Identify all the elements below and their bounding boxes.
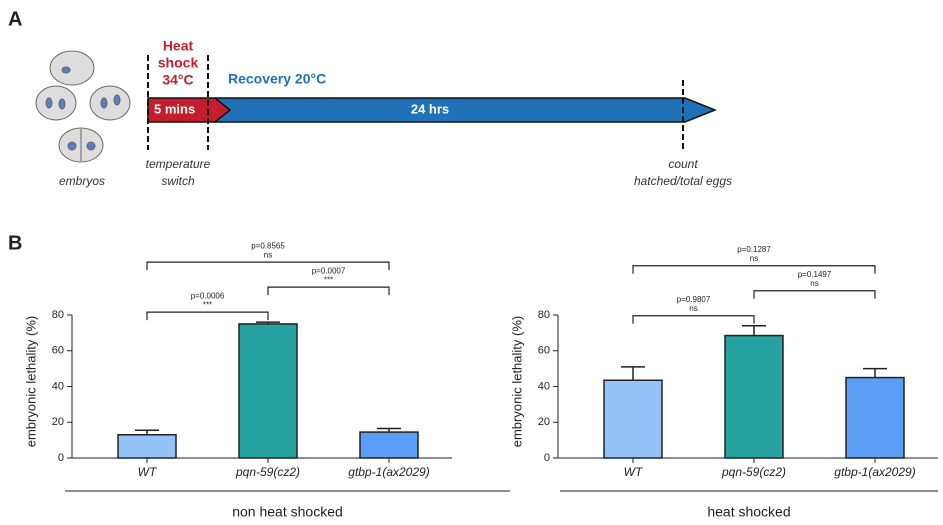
recovery-text: Recovery 20°C <box>228 71 326 87</box>
significance-bracket <box>632 315 755 324</box>
y-axis-label: embryonic lethality (%) <box>23 316 38 448</box>
p-value: p=0.1497 <box>798 270 832 279</box>
recovery-arrow <box>214 97 718 123</box>
y-tick-label: 20 <box>538 416 550 428</box>
error-bar <box>742 324 766 336</box>
significance: *** <box>203 300 212 309</box>
y-tick-label: 40 <box>538 380 550 392</box>
embryos-text: embryos <box>59 174 105 188</box>
heat-text: shock <box>158 55 199 71</box>
significance: ns <box>810 279 818 288</box>
x-tick-label: WT <box>624 465 644 479</box>
bar <box>238 323 298 459</box>
x-tick-label: pqn-59(cz2) <box>721 465 786 479</box>
recovery-duration: 24 hrs <box>411 101 449 116</box>
count-text: count <box>668 157 698 171</box>
panel-label: B <box>8 232 22 254</box>
y-tick-label: 80 <box>52 309 64 321</box>
error-bar <box>135 429 159 435</box>
y-tick-label: 0 <box>58 452 64 464</box>
heat-duration: 5 mins <box>154 101 195 116</box>
y-tick-label: 60 <box>52 345 64 357</box>
embryo-icons <box>35 50 131 163</box>
time-markers <box>147 55 684 150</box>
significance: ns <box>264 250 272 259</box>
y-axis-label: embryonic lethality (%) <box>509 316 524 448</box>
significance-bracket <box>632 265 876 274</box>
bar <box>724 334 784 459</box>
bar <box>359 431 419 459</box>
bar <box>845 376 905 459</box>
p-value: p=0.9807 <box>677 295 711 304</box>
switch-text: temperature <box>146 157 211 171</box>
p-value: p=0.1287 <box>737 245 771 254</box>
heat-text: Heat <box>163 38 194 54</box>
x-axis-label: non heat shocked <box>232 504 343 520</box>
x-tick-label: WT <box>138 465 158 479</box>
panel-label: A <box>8 8 22 30</box>
error-bar <box>377 427 401 433</box>
y-tick-label: 80 <box>538 309 550 321</box>
switch-text: switch <box>161 174 195 188</box>
significance: ns <box>689 304 697 313</box>
x-axis-label: heat shocked <box>707 504 790 520</box>
significance-bracket <box>753 290 876 299</box>
error-bar <box>256 321 280 324</box>
significance: *** <box>324 275 333 284</box>
heat-text: 34°C <box>162 72 193 88</box>
x-tick-label: gtbp-1(ax2029) <box>348 465 429 479</box>
p-value: p=0.0006 <box>191 291 225 300</box>
significance-bracket <box>146 311 269 321</box>
error-bar <box>863 367 887 378</box>
bar <box>603 379 663 459</box>
y-tick-label: 40 <box>52 380 64 392</box>
y-tick-label: 20 <box>52 416 64 428</box>
y-tick-label: 60 <box>538 345 550 357</box>
bar <box>117 434 177 459</box>
significance-bracket <box>146 261 390 271</box>
significance: ns <box>750 254 758 263</box>
x-tick-label: pqn-59(cz2) <box>235 465 300 479</box>
significance-bracket <box>267 286 390 296</box>
x-tick-label: gtbp-1(ax2029) <box>834 465 915 479</box>
p-value: p=0.8565 <box>251 241 285 250</box>
p-value: p=0.0007 <box>312 266 346 275</box>
count-text: hatched/total eggs <box>634 174 732 188</box>
y-tick-label: 0 <box>544 452 550 464</box>
error-bar <box>621 366 645 381</box>
